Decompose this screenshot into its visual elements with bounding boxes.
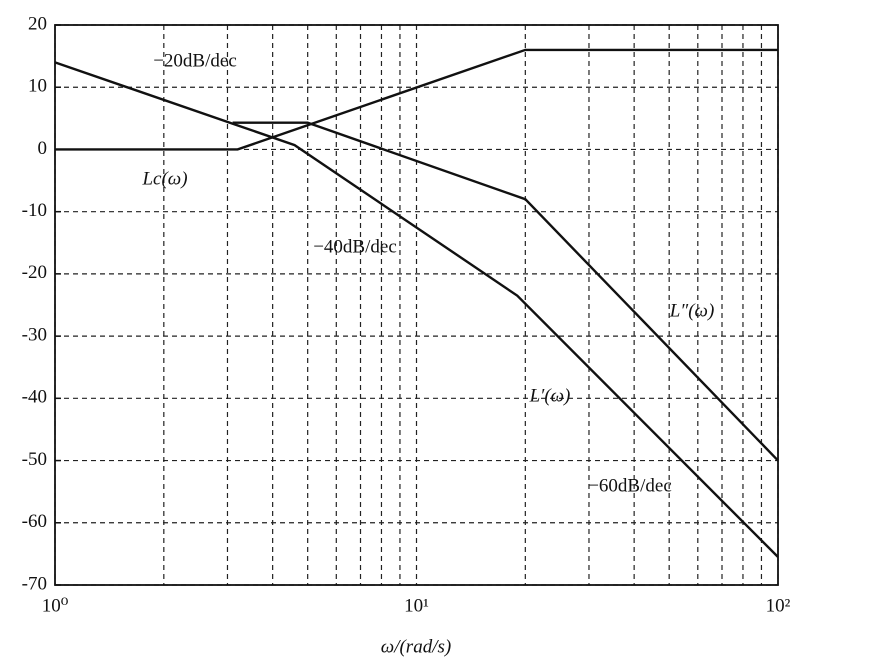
x-tick-label: 10¹ [404,595,429,616]
series-line [55,48,778,151]
x-tick-label: 10² [766,595,791,616]
y-tick-label: -10 [22,200,47,221]
y-tick-label: -60 [22,511,47,532]
series-label: L′(ω) [529,385,571,406]
y-tick-label: -20 [22,262,47,283]
y-tick-label: -70 [22,573,47,594]
annotation: −40dB/dec [313,236,397,257]
series-label: L″(ω) [669,300,715,321]
annotation: −60dB/dec [588,475,672,496]
series-line [54,61,779,558]
series-label: Lc(ω) [141,168,187,189]
y-tick-label: 20 [28,13,47,34]
x-tick-label: 10⁰ [42,595,69,616]
x-axis-label: ω/(rad/s) [381,636,451,657]
series-line [232,121,779,462]
annotation: −20dB/dec [153,50,237,71]
y-tick-label: 0 [38,138,48,159]
y-tick-label: -50 [22,449,47,470]
y-tick-label: -30 [22,324,47,345]
y-tick-label: 10 [28,76,47,97]
y-tick-label: -40 [22,387,47,408]
plot-frame [54,24,779,586]
